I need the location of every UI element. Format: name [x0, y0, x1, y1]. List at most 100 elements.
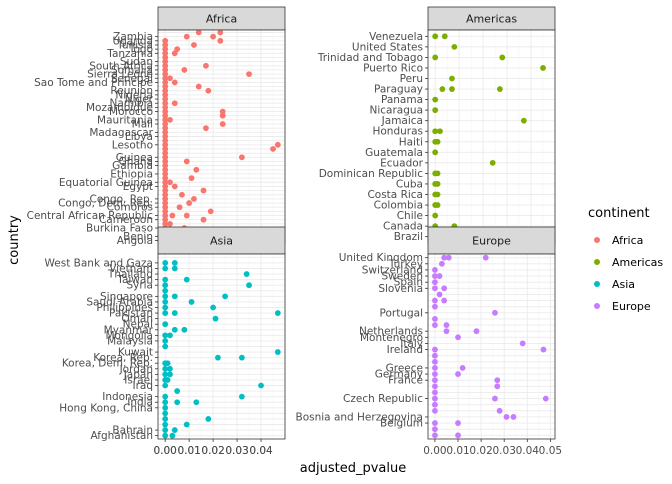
y-tick-label: Jordan [119, 363, 153, 375]
point-united-kingdom [441, 254, 448, 261]
x-tick-label: 0.04 [516, 445, 540, 457]
point-chad [162, 208, 169, 215]
y-tick-label: Trinidad and Tobago [317, 52, 423, 64]
point-portugal [492, 309, 498, 316]
y-tick-label: Nepal [123, 319, 153, 331]
y-tick-label: Kuwait [118, 347, 153, 359]
y-tick-label: Korea, Rep. [93, 352, 153, 364]
y-tick-label: Tunisia [116, 39, 153, 51]
y-tick-label: Mauritania [97, 114, 153, 126]
legend-label-asia: Asia [612, 278, 635, 291]
point-malaysia [162, 338, 169, 344]
point-djibouti [200, 187, 207, 194]
point-guatemala [432, 149, 439, 156]
y-tick-label: Spain [394, 277, 423, 289]
y-tick-label: Equatorial Guinea [59, 177, 153, 189]
point-afghanistan [162, 432, 169, 439]
point-united-kingdom [445, 254, 452, 261]
point-sierra-leone [246, 71, 252, 77]
point-czech-republic [432, 395, 438, 402]
x-tick-label: 0.00 [423, 445, 446, 457]
point-albania [455, 432, 461, 439]
x-tick-label: 0.02 [201, 445, 224, 457]
point-paraguay [449, 86, 455, 92]
panel-border [157, 253, 286, 440]
y-tick-label: Ireland [387, 344, 423, 356]
point-japan [162, 371, 169, 378]
point-uganda [217, 37, 224, 44]
point-mauritania [167, 116, 173, 123]
x-tick-label: 0.03 [225, 445, 248, 457]
point-lesotho [162, 141, 169, 148]
y-tick-label: Chile [397, 210, 423, 222]
point-comoros [176, 204, 183, 211]
point-costa-rica [434, 191, 441, 198]
point-cameroon [162, 216, 169, 223]
y-tick-label: South Africa [89, 60, 153, 72]
point-saudi-arabia [162, 299, 169, 305]
point-taiwan [162, 276, 169, 283]
point-mali [219, 121, 226, 127]
x-axis-title: adjusted_pvalue [300, 461, 406, 476]
point-south-africa [162, 62, 169, 69]
point-india [193, 399, 200, 406]
point-syria [162, 282, 169, 289]
point-reunion [162, 87, 169, 94]
y-tick-label: Mozambique [86, 102, 153, 114]
point-morocco [162, 108, 169, 115]
point-singapore [222, 293, 228, 300]
point-cameroon [200, 216, 207, 223]
point-liberia [162, 137, 169, 144]
y-tick-label: Pakistan [109, 308, 153, 320]
point-belgium [432, 420, 438, 426]
point-bahrain [171, 427, 178, 433]
y-tick-label: Bosnia and Herzegovina [296, 411, 424, 423]
point-swaziland [162, 54, 169, 61]
point-south-africa [203, 62, 209, 69]
point-turkey [438, 260, 445, 267]
point-slovenia [441, 285, 448, 292]
y-tick-label: Ghana [119, 156, 153, 168]
point-poland [432, 316, 438, 322]
point-sao-tome-and-principe [162, 79, 169, 86]
point-venezuela [441, 33, 448, 40]
y-axis-title: country [7, 215, 22, 265]
strip-label-africa: Africa [206, 13, 237, 26]
y-tick-label: Nigeria [115, 89, 153, 101]
point-zimbabwe [217, 29, 224, 36]
y-tick-label: Sierra Leone [87, 69, 153, 81]
point-singapore [162, 293, 169, 300]
y-tick-label: Reunion [110, 85, 153, 97]
point-sierra-leone [162, 71, 169, 77]
point-ecuador [489, 159, 496, 166]
point-central-african-republic [183, 212, 190, 219]
point-panama [432, 96, 439, 103]
point-tunisia [191, 42, 197, 48]
point-guinea [238, 154, 245, 161]
y-tick-label: Montenegro [360, 332, 423, 344]
y-tick-label: Costa Rica [367, 189, 423, 201]
point-germany [432, 371, 438, 377]
y-tick-label: Japan [123, 369, 153, 381]
point-zambia [210, 33, 217, 40]
legend-key-europe [594, 303, 600, 309]
point-hungary [432, 358, 438, 365]
point-libya [162, 133, 169, 140]
point-chile [432, 212, 439, 219]
point-jamaica [520, 117, 527, 124]
y-tick-label: Egypt [123, 181, 153, 193]
point-bangladesh [162, 421, 169, 428]
point-somalia [162, 67, 169, 73]
point-mozambique [162, 104, 169, 111]
y-tick-label: Israel [124, 374, 153, 386]
point-haiti [434, 138, 441, 145]
y-tick-label: Indonesia [102, 391, 153, 403]
y-tick-label: Senegal [111, 73, 153, 85]
point-france [494, 377, 501, 384]
point-kenya [270, 146, 276, 152]
point-mauritania [162, 116, 169, 123]
point-belgium [455, 420, 461, 426]
point-slovak-republic [436, 291, 443, 298]
